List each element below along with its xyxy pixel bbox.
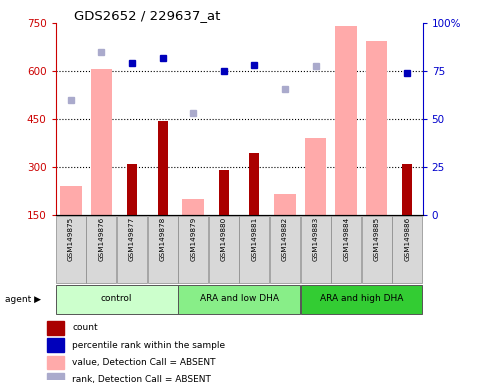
Bar <box>274 194 296 215</box>
FancyBboxPatch shape <box>148 216 178 283</box>
Text: GSM149880: GSM149880 <box>221 217 227 262</box>
Text: count: count <box>72 323 98 333</box>
Bar <box>91 70 112 215</box>
Bar <box>158 121 168 215</box>
Bar <box>60 186 82 215</box>
Text: GSM149876: GSM149876 <box>99 217 104 262</box>
Bar <box>402 164 412 215</box>
Bar <box>366 41 387 215</box>
Text: GSM149879: GSM149879 <box>190 217 196 262</box>
FancyBboxPatch shape <box>331 216 361 283</box>
FancyBboxPatch shape <box>300 285 422 314</box>
Text: value, Detection Call = ABSENT: value, Detection Call = ABSENT <box>72 358 215 367</box>
Bar <box>46 321 64 335</box>
Text: GSM149882: GSM149882 <box>282 217 288 262</box>
Text: ARA and high DHA: ARA and high DHA <box>320 295 403 303</box>
FancyBboxPatch shape <box>240 216 270 283</box>
Text: GSM149875: GSM149875 <box>68 217 74 262</box>
Text: GSM149878: GSM149878 <box>159 217 166 262</box>
Text: GDS2652 / 229637_at: GDS2652 / 229637_at <box>74 9 220 22</box>
FancyBboxPatch shape <box>117 216 147 283</box>
Text: GSM149877: GSM149877 <box>129 217 135 262</box>
Bar <box>219 170 228 215</box>
FancyBboxPatch shape <box>300 216 330 283</box>
Bar <box>183 199 204 215</box>
Text: rank, Detection Call = ABSENT: rank, Detection Call = ABSENT <box>72 375 211 384</box>
Text: GSM149881: GSM149881 <box>251 217 257 262</box>
Bar <box>46 338 64 352</box>
Text: percentile rank within the sample: percentile rank within the sample <box>72 341 225 350</box>
FancyBboxPatch shape <box>178 216 208 283</box>
Text: GSM149886: GSM149886 <box>404 217 411 262</box>
FancyBboxPatch shape <box>56 285 178 314</box>
Bar <box>127 164 137 215</box>
FancyBboxPatch shape <box>178 285 300 314</box>
Text: agent ▶: agent ▶ <box>5 295 41 304</box>
FancyBboxPatch shape <box>392 216 422 283</box>
FancyBboxPatch shape <box>209 216 239 283</box>
Text: GSM149884: GSM149884 <box>343 217 349 262</box>
Text: GSM149883: GSM149883 <box>313 217 319 262</box>
FancyBboxPatch shape <box>270 216 300 283</box>
Bar <box>250 152 259 215</box>
Text: GSM149885: GSM149885 <box>374 217 380 262</box>
Bar <box>46 373 64 384</box>
Bar <box>46 356 64 369</box>
Text: control: control <box>101 295 132 303</box>
FancyBboxPatch shape <box>86 216 116 283</box>
FancyBboxPatch shape <box>56 216 86 283</box>
FancyBboxPatch shape <box>362 216 392 283</box>
Text: ARA and low DHA: ARA and low DHA <box>199 295 279 303</box>
Bar <box>335 26 357 215</box>
Bar <box>305 138 327 215</box>
